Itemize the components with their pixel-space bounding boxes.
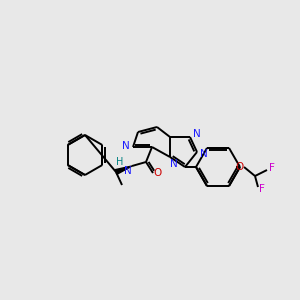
Text: O: O [154,168,162,178]
Text: N: N [122,141,130,151]
Polygon shape [115,166,132,174]
Text: F: F [259,184,265,194]
Text: F: F [269,163,275,173]
Text: N: N [170,159,178,169]
Text: N: N [200,149,208,159]
Text: O: O [236,162,244,172]
Text: H: H [116,157,124,167]
Text: N: N [193,129,201,139]
Text: N: N [124,166,132,176]
